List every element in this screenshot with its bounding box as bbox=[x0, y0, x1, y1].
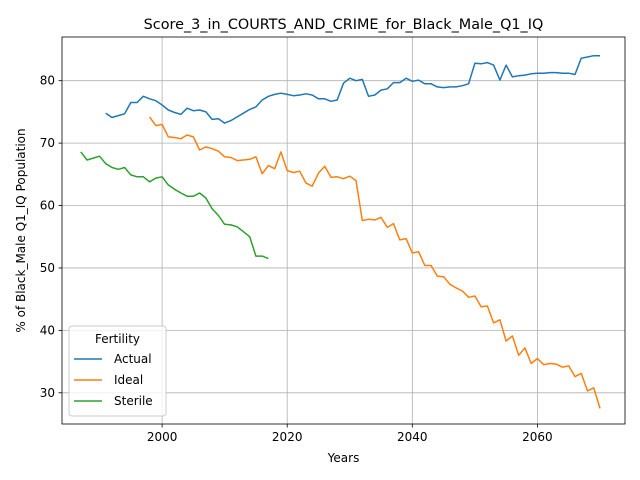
y-tick-label: 80 bbox=[40, 74, 55, 88]
x-tick-label: 2000 bbox=[147, 430, 178, 444]
series-line-sterile bbox=[80, 151, 269, 260]
legend-label-sterile: Sterile bbox=[114, 394, 153, 408]
legend-box bbox=[68, 325, 167, 417]
y-axis-label: % of Black_Male Q1_IQ Population bbox=[14, 128, 28, 332]
legend: Fertility Actual Ideal Sterile bbox=[68, 325, 167, 417]
x-axis-label: Years bbox=[327, 451, 360, 465]
chart-title: Score_3_in_COURTS_AND_CRIME_for_Black_Ma… bbox=[144, 17, 544, 33]
x-tick-label: 2020 bbox=[272, 430, 303, 444]
series-line-ideal bbox=[148, 116, 601, 409]
legend-title: Fertility bbox=[95, 332, 140, 346]
axis-ticks: 2000 2020 2040 2060 30 40 50 60 70 80 bbox=[40, 74, 553, 444]
legend-label-ideal: Ideal bbox=[114, 373, 143, 387]
y-tick-label: 50 bbox=[40, 261, 55, 275]
series-lines bbox=[80, 54, 601, 409]
plot-frame bbox=[61, 36, 626, 425]
y-tick-label: 30 bbox=[40, 386, 55, 400]
legend-label-actual: Actual bbox=[114, 352, 152, 366]
x-tick-label: 2040 bbox=[397, 430, 428, 444]
x-tick-label: 2060 bbox=[522, 430, 553, 444]
series-line-actual bbox=[105, 54, 600, 124]
legend-entries: Actual Ideal Sterile bbox=[74, 352, 153, 408]
y-tick-label: 70 bbox=[40, 136, 55, 150]
y-tick-label: 60 bbox=[40, 199, 55, 213]
gridlines bbox=[62, 37, 625, 424]
y-tick-label: 40 bbox=[40, 323, 55, 337]
